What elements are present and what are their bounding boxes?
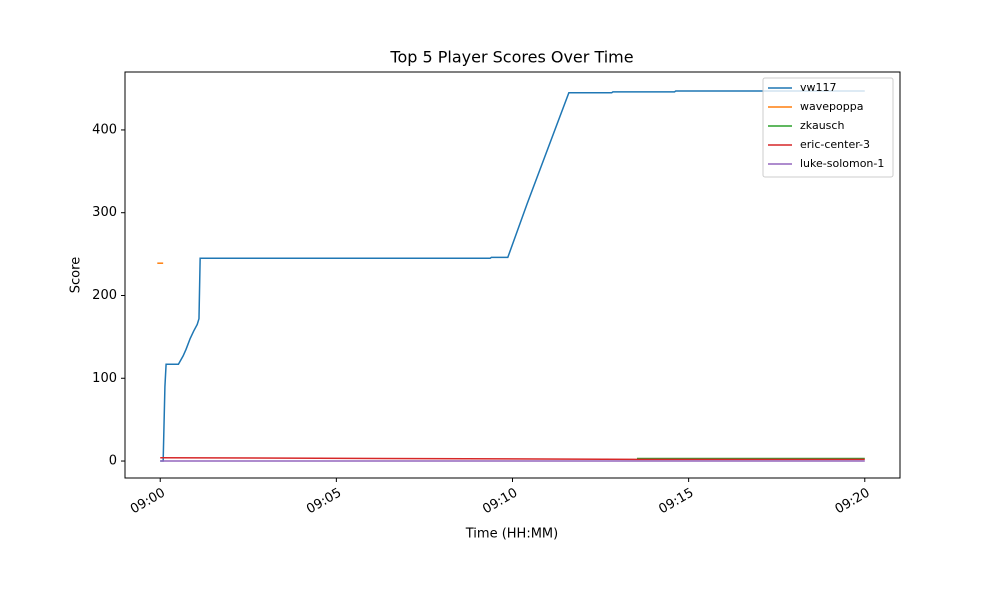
legend-box bbox=[762, 77, 894, 178]
chart-title: Top 5 Player Scores Over Time bbox=[389, 48, 633, 67]
y-tick-label: 200 bbox=[92, 288, 117, 303]
plot-frame bbox=[124, 71, 901, 479]
y-tick-label: 300 bbox=[92, 205, 117, 220]
y-tick-label: 0 bbox=[109, 454, 117, 469]
y-axis-label: Score bbox=[69, 257, 84, 293]
series-line bbox=[160, 456, 865, 461]
legend-label: wavepoppa bbox=[800, 100, 863, 113]
legend-label: vw117 bbox=[800, 81, 837, 94]
series-line bbox=[160, 90, 865, 462]
x-axis-label: Time (HH:MM) bbox=[465, 527, 558, 542]
y-tick-label: 100 bbox=[92, 371, 117, 386]
legend-label: luke-solomon-1 bbox=[800, 157, 884, 170]
legend: vw117 wavepoppa zkausch eric-center-3 luke-s… bbox=[762, 77, 894, 178]
legend-label: zkausch bbox=[800, 119, 844, 132]
y-tick-label: 400 bbox=[92, 122, 117, 137]
legend-label: eric-center-3 bbox=[800, 138, 870, 151]
